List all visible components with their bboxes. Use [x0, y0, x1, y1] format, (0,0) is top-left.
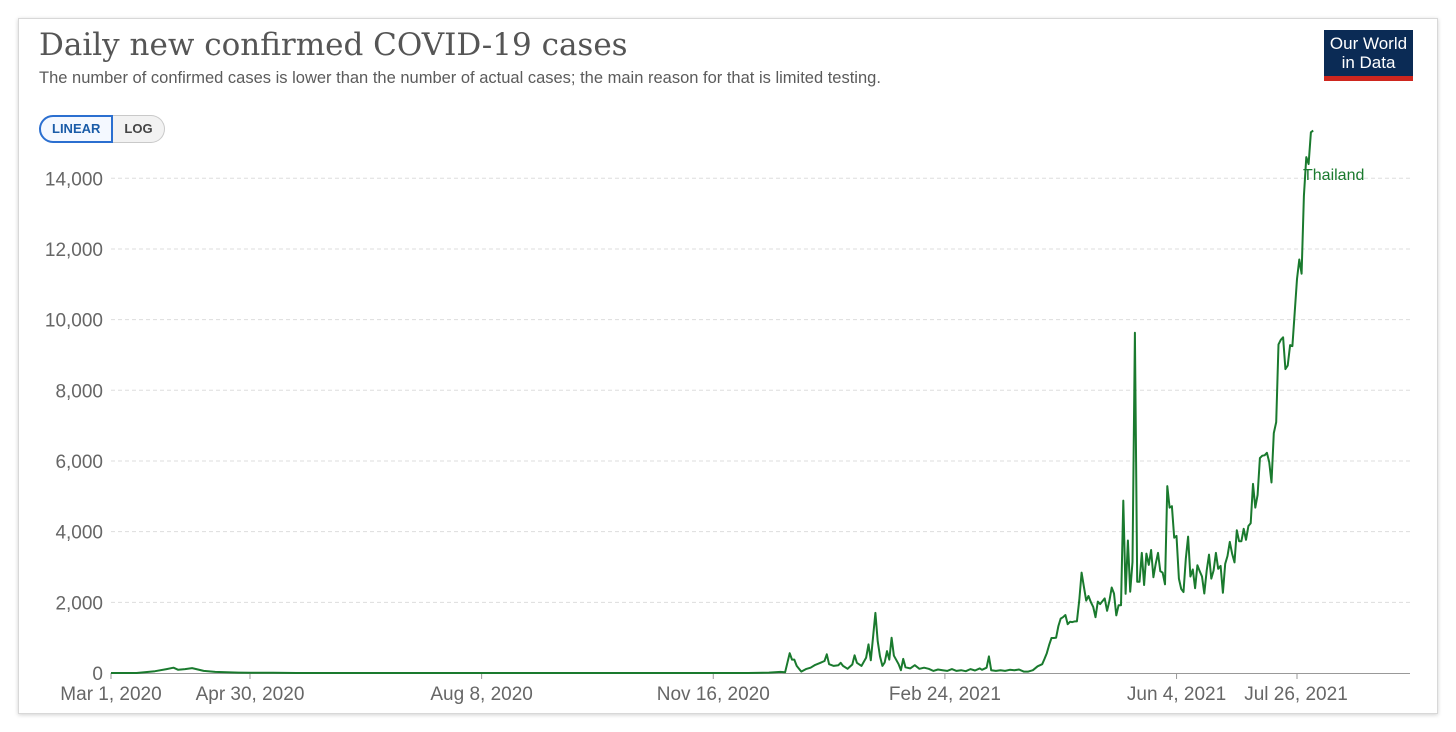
chart-subtitle: The number of confirmed cases is lower t… [39, 69, 881, 87]
y-tick-label: 6,000 [55, 452, 103, 473]
y-tick-label: 2,000 [55, 593, 103, 614]
x-tick-label: Jun 4, 2021 [1127, 684, 1226, 705]
logo-line-1: Our World [1329, 34, 1408, 53]
y-tick-label: 4,000 [55, 523, 103, 544]
logo-line-2: in Data [1341, 53, 1396, 72]
x-tick-label: Mar 1, 2020 [60, 684, 161, 705]
x-tick-label: Aug 8, 2020 [430, 684, 532, 705]
x-tick-label: Nov 16, 2020 [657, 684, 770, 705]
y-tick-label: 12,000 [45, 240, 103, 261]
series-line [111, 129, 1314, 674]
y-tick-label: 0 [92, 664, 103, 685]
x-tick-label: Apr 30, 2020 [196, 684, 305, 705]
series-label: Thailand [1303, 167, 1364, 184]
y-tick-label: 10,000 [45, 311, 103, 332]
scale-toggle: LINEAR LOG [39, 115, 165, 143]
x-tick-label: Feb 24, 2021 [889, 684, 1001, 705]
linear-scale-button[interactable]: LINEAR [39, 115, 114, 143]
our-world-in-data-logo[interactable]: Our World in Data [1324, 30, 1413, 81]
log-scale-button[interactable]: LOG [113, 115, 165, 143]
y-tick-label: 8,000 [55, 381, 103, 402]
chart-title: Daily new confirmed COVID-19 cases [39, 27, 628, 63]
chart-card: Daily new confirmed COVID-19 cases The n… [18, 18, 1438, 714]
x-tick-label: Jul 26, 2021 [1244, 684, 1348, 705]
y-tick-label: 14,000 [45, 169, 103, 190]
